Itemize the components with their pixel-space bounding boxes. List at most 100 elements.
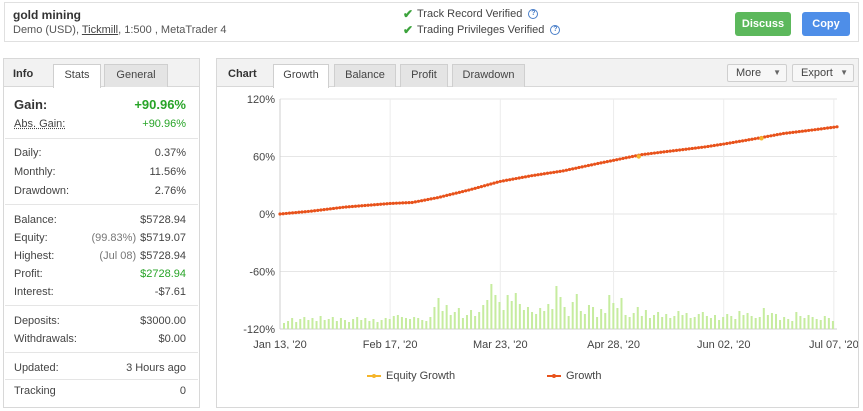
- volume-bar: [531, 312, 534, 329]
- growth-point: [561, 169, 565, 173]
- divider: [5, 379, 198, 380]
- volume-bar: [579, 311, 582, 329]
- growth-point: [319, 208, 323, 212]
- account-name[interactable]: gold mining: [13, 8, 81, 22]
- growth-point: [520, 175, 524, 179]
- volume-bar: [486, 300, 489, 329]
- tab-balance[interactable]: Balance: [334, 64, 396, 87]
- growth-point: [678, 148, 682, 152]
- volume-bar: [730, 316, 733, 329]
- growth-point: [756, 136, 760, 140]
- growth-chart[interactable]: 120% 60% 0% -60% -120% Jan 13, '20 Feb 17, '20…: [217, 87, 858, 349]
- growth-point: [668, 149, 672, 153]
- growth-point: [347, 205, 351, 209]
- legend-growth[interactable]: Growth: [547, 370, 601, 382]
- legend-equity-growth[interactable]: Equity Growth: [367, 370, 455, 382]
- growth-point: [514, 176, 518, 181]
- discuss-button[interactable]: Discuss: [735, 12, 791, 36]
- growth-point: [813, 128, 817, 132]
- growth-point: [822, 126, 827, 131]
- growth-point: [454, 191, 458, 195]
- track-record-label: Track Record Verified: [417, 8, 523, 20]
- growth-point: [486, 183, 490, 187]
- growth-point: [674, 148, 679, 152]
- growth-point: [545, 171, 550, 175]
- growth-point: [605, 160, 609, 164]
- export-label: Export: [801, 67, 833, 79]
- abs-gain-label[interactable]: Abs. Gain:: [14, 118, 66, 130]
- tab-drawdown[interactable]: Drawdown: [452, 64, 525, 87]
- copy-button[interactable]: Copy: [802, 12, 850, 36]
- equity-label: Equity:: [14, 232, 48, 244]
- volume-bar: [356, 317, 359, 329]
- growth-point: [630, 154, 635, 159]
- growth-point: [407, 201, 411, 205]
- broker-link[interactable]: Tickmill: [81, 24, 119, 36]
- volume-bar: [339, 318, 342, 329]
- growth-point: [536, 173, 540, 177]
- growth-point: [589, 163, 594, 167]
- help-icon[interactable]: ?: [550, 25, 561, 35]
- volume-bar: [750, 316, 753, 329]
- growth-point: [331, 206, 336, 211]
- volume-bar: [705, 316, 708, 329]
- volume-bar: [783, 317, 786, 329]
- highest-value: $5728.94: [140, 250, 186, 262]
- growth-point: [586, 163, 590, 168]
- volume-bar: [779, 320, 782, 329]
- info-title: Info: [13, 68, 34, 80]
- growth-point: [294, 210, 298, 215]
- volume-bar: [352, 319, 355, 329]
- growth-point: [706, 144, 710, 149]
- growth-point: [763, 135, 767, 139]
- volume-bar: [490, 284, 493, 329]
- equity-growth-point: [759, 136, 764, 141]
- growth-point: [599, 161, 603, 165]
- growth-point: [747, 138, 751, 142]
- volume-bar: [421, 320, 424, 329]
- volume-bar: [502, 310, 505, 329]
- volume-bar: [775, 314, 778, 329]
- gain-label: Gain:: [14, 97, 48, 112]
- volume-bar: [506, 295, 509, 329]
- x-tick-label: Mar 23, '20: [473, 339, 528, 349]
- growth-point: [596, 161, 600, 166]
- growth-point: [300, 210, 304, 214]
- growth-point: [624, 156, 628, 160]
- growth-point: [593, 162, 597, 166]
- divider: [5, 352, 198, 353]
- help-icon[interactable]: ?: [528, 9, 539, 19]
- growth-point: [656, 151, 660, 155]
- tab-profit[interactable]: Profit: [400, 64, 448, 87]
- growth-point: [709, 144, 713, 148]
- growth-point: [659, 150, 663, 154]
- volume-bar: [665, 314, 668, 329]
- tab-stats[interactable]: Stats: [53, 64, 101, 88]
- updated-value: 3 Hours ago: [126, 362, 186, 374]
- tab-general[interactable]: General: [104, 64, 168, 87]
- volume-bar: [323, 320, 326, 329]
- growth-point: [278, 212, 282, 216]
- volume-bar: [498, 302, 501, 329]
- more-dropdown[interactable]: More ▼: [727, 64, 787, 82]
- growth-point: [479, 184, 484, 189]
- chart-panel: Chart Growth Balance Profit Drawdown Mor…: [216, 58, 859, 408]
- volume-bar: [815, 319, 818, 329]
- balance-value: $5728.94: [140, 214, 186, 226]
- volume-bar: [819, 320, 822, 329]
- y-tick-label: -120%: [243, 324, 275, 336]
- growth-point: [445, 193, 449, 198]
- volume-bar: [474, 316, 477, 329]
- tab-growth[interactable]: Growth: [273, 64, 329, 88]
- drawdown-value: 2.76%: [154, 185, 186, 197]
- deposits-label: Deposits:: [14, 315, 60, 327]
- growth-point: [696, 146, 701, 150]
- growth-point: [722, 142, 726, 146]
- volume-bar: [327, 319, 330, 329]
- growth-point: [542, 172, 546, 176]
- export-dropdown[interactable]: Export ▼: [792, 64, 854, 82]
- legend-label: Equity Growth: [386, 370, 456, 382]
- x-tick-label: Apr 28, '20: [587, 339, 640, 349]
- trading-privileges-label: Trading Privileges Verified: [417, 24, 545, 36]
- growth-point: [734, 140, 738, 144]
